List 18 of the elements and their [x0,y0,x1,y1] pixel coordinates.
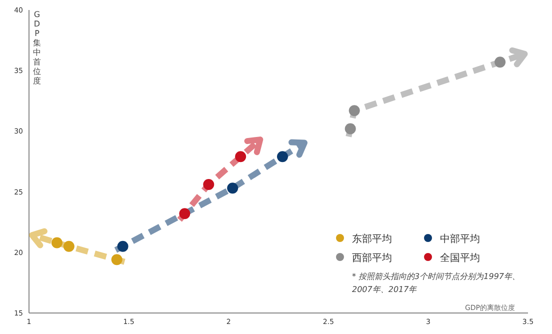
legend-label: 西部平均 [352,252,392,264]
point [111,254,122,266]
point [179,208,190,220]
legend-label: 中部平均 [440,233,480,245]
point [63,240,74,252]
point [51,237,62,248]
point [494,56,506,68]
y-axis-title: GDP集中首位度 [33,10,41,86]
point [203,179,214,190]
point [276,151,288,162]
legend-label: 全国平均 [440,252,480,264]
point [227,182,238,194]
point [344,123,356,134]
point [348,105,360,116]
legend-label: 东部平均 [352,233,392,245]
point [235,151,246,162]
point [117,240,128,252]
annotation: * 按照箭头指向的3个时间节点分别为1997年、2007年、2017年 [352,271,521,296]
